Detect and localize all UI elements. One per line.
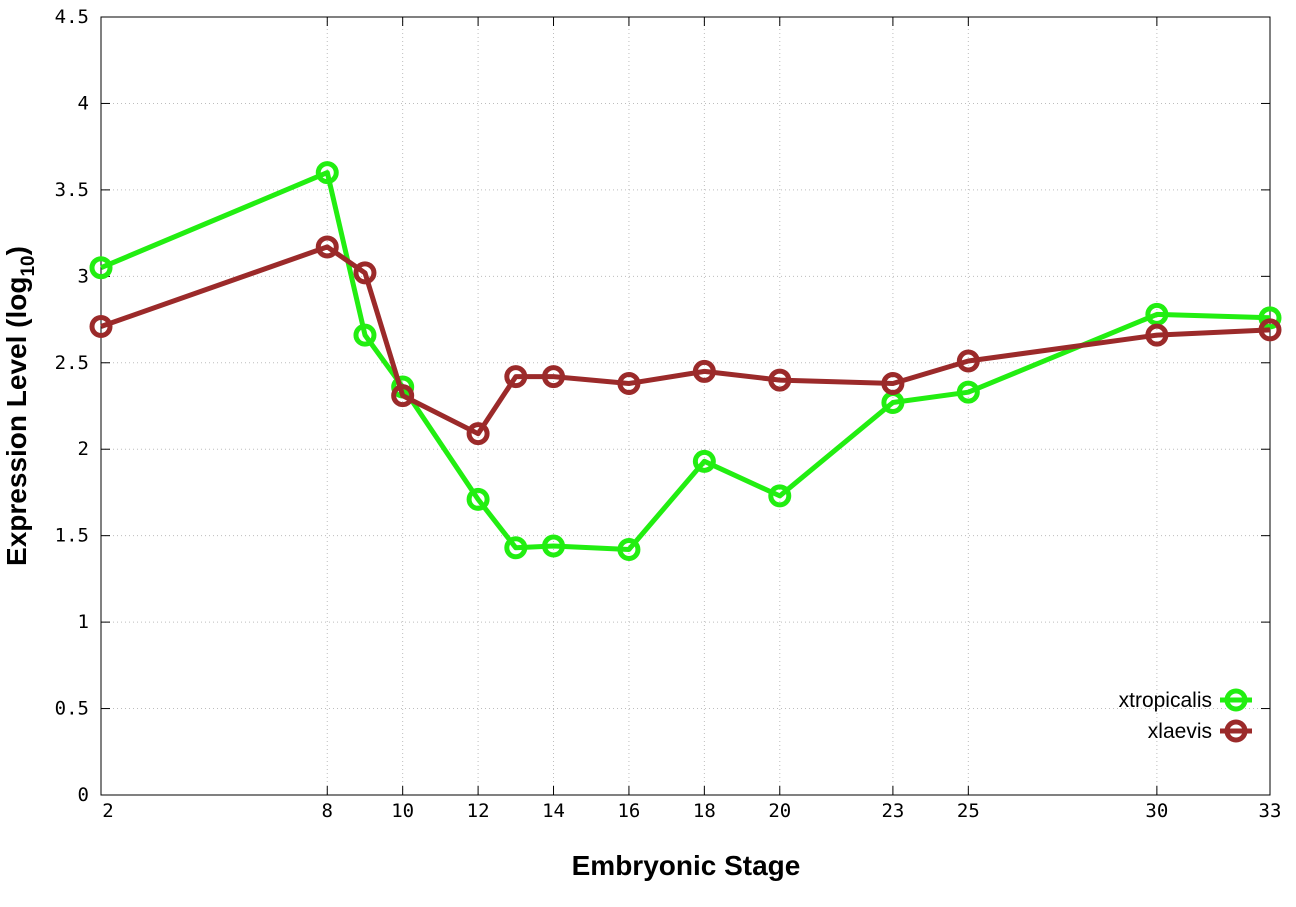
y-tick-label: 4 <box>78 92 89 114</box>
x-tick-label: 18 <box>693 800 716 822</box>
grid <box>101 17 1270 795</box>
y-tick-label: 4.5 <box>55 6 89 28</box>
data-point-xlaevis <box>504 365 528 389</box>
x-tick-label: 20 <box>768 800 791 822</box>
data-point-xlaevis <box>353 261 377 285</box>
series-line-xtropicalis <box>100 170 1271 552</box>
x-tick-label: 8 <box>322 800 333 822</box>
data-point-xlaevis <box>692 359 716 383</box>
data-point-xlaevis <box>956 349 980 373</box>
legend-item-xtropicalis: xtropicalis <box>1119 688 1252 712</box>
data-point-xtropicalis <box>1145 302 1169 326</box>
y-axis-label: Expression Level (log10) <box>1 246 39 566</box>
x-tick-label: 10 <box>391 800 414 822</box>
data-point-xtropicalis <box>542 534 566 558</box>
data-point-xlaevis <box>391 384 415 408</box>
y-tick-label: 3 <box>78 265 89 287</box>
data-point-xlaevis <box>1258 318 1282 342</box>
x-tick-label: 25 <box>957 800 980 822</box>
data-point-xtropicalis <box>1258 306 1282 330</box>
axes: 0 0.5 1 1.5 2 2.5 3 3.5 4 4.5 2 8 10 12 14 16 18 20 23 25 30… <box>55 6 1282 822</box>
data-point-xlaevis <box>542 365 566 389</box>
series-layer <box>89 161 1282 561</box>
data-point-xtropicalis <box>466 487 490 511</box>
legend-marker-swatch <box>1224 719 1248 743</box>
series-xtropicalis <box>89 161 1282 561</box>
y-tick-label: 1 <box>78 611 89 633</box>
legend: xtropicalis xlaevis <box>1119 688 1252 743</box>
y-axis-label-subscript: 10 <box>18 255 39 276</box>
legend-item-xlaevis: xlaevis <box>1148 719 1252 743</box>
x-tick-label: 30 <box>1145 800 1168 822</box>
legend-label: xlaevis <box>1148 720 1212 743</box>
data-point-xlaevis <box>1145 323 1169 347</box>
x-tick-label: 12 <box>467 800 490 822</box>
legend-marker-swatch <box>1224 688 1248 712</box>
data-point-xlaevis <box>768 368 792 392</box>
data-point-xlaevis <box>881 372 905 396</box>
x-tick-label: 23 <box>881 800 904 822</box>
y-tick-label: 2 <box>78 438 89 460</box>
data-point-xlaevis <box>89 314 113 338</box>
y-axis-label-close: ) <box>1 246 32 255</box>
data-point-xtropicalis <box>692 449 716 473</box>
data-point-xlaevis <box>466 422 490 446</box>
legend-label: xtropicalis <box>1119 689 1212 712</box>
series-line-xlaevis <box>100 244 1271 437</box>
data-point-xlaevis <box>315 235 339 259</box>
plot-frame <box>100 16 1271 796</box>
y-tick-label: 0.5 <box>55 698 89 720</box>
series-xlaevis <box>89 235 1282 446</box>
x-tick-label: 33 <box>1259 800 1282 822</box>
data-point-xtropicalis <box>768 484 792 508</box>
x-tick-label: 2 <box>102 800 113 822</box>
data-point-xtropicalis <box>956 380 980 404</box>
y-tick-label: 2.5 <box>55 352 89 374</box>
data-point-xtropicalis <box>315 161 339 185</box>
x-tick-label: 14 <box>542 800 565 822</box>
x-axis-label: Embryonic Stage <box>572 850 801 881</box>
data-point-xlaevis <box>617 372 641 396</box>
y-tick-label: 3.5 <box>55 179 89 201</box>
y-tick-label: 1.5 <box>55 525 89 547</box>
y-axis-label-main: Expression Level (log <box>1 277 32 566</box>
x-tick-label: 16 <box>617 800 640 822</box>
data-point-xtropicalis <box>353 323 377 347</box>
data-point-xtropicalis <box>617 537 641 561</box>
data-point-xtropicalis <box>89 256 113 280</box>
data-point-xtropicalis <box>504 536 528 560</box>
y-tick-label: 0 <box>78 784 89 806</box>
